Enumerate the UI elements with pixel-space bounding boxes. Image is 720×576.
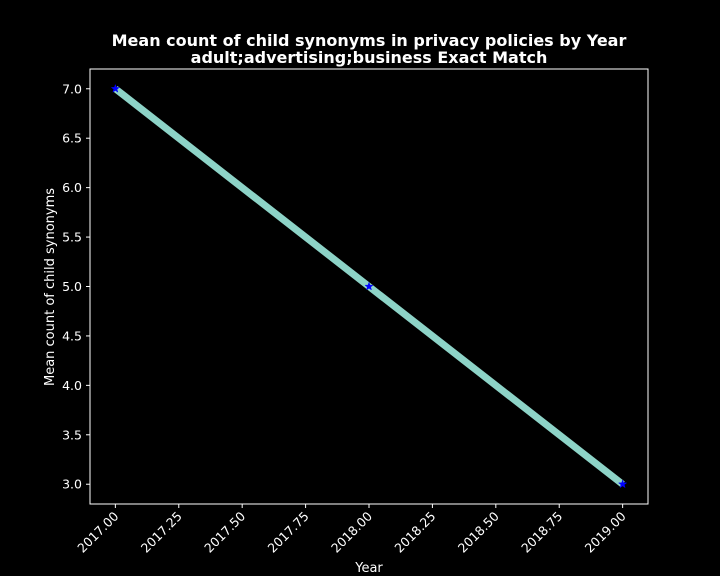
y-tick-label: 4.0 <box>62 378 82 393</box>
y-tick-label: 5.5 <box>62 230 82 245</box>
y-tick-label: 3.0 <box>62 477 82 492</box>
y-tick-label: 7.0 <box>62 81 82 96</box>
y-axis-label: Mean count of child synonyms <box>43 188 58 386</box>
data-point-marker <box>617 479 628 489</box>
plot-area <box>110 83 628 489</box>
y-axis: 3.0 3.5 4.0 4.5 5.0 5.5 6.0 6.5 7.0 <box>62 81 90 492</box>
data-point-marker <box>110 83 121 93</box>
y-tick-label: 3.5 <box>62 427 82 442</box>
y-tick-label: 4.5 <box>62 328 82 343</box>
chart-title: Mean count of child synonyms in privacy … <box>112 31 627 50</box>
y-tick-label: 5.0 <box>62 279 82 294</box>
chart-subtitle: adult;advertising;business Exact Match <box>191 48 548 67</box>
x-axis-label: Year <box>354 561 383 576</box>
data-point-marker <box>364 281 374 291</box>
y-tick-label: 6.5 <box>62 131 82 146</box>
y-tick-label: 6.0 <box>62 180 82 195</box>
